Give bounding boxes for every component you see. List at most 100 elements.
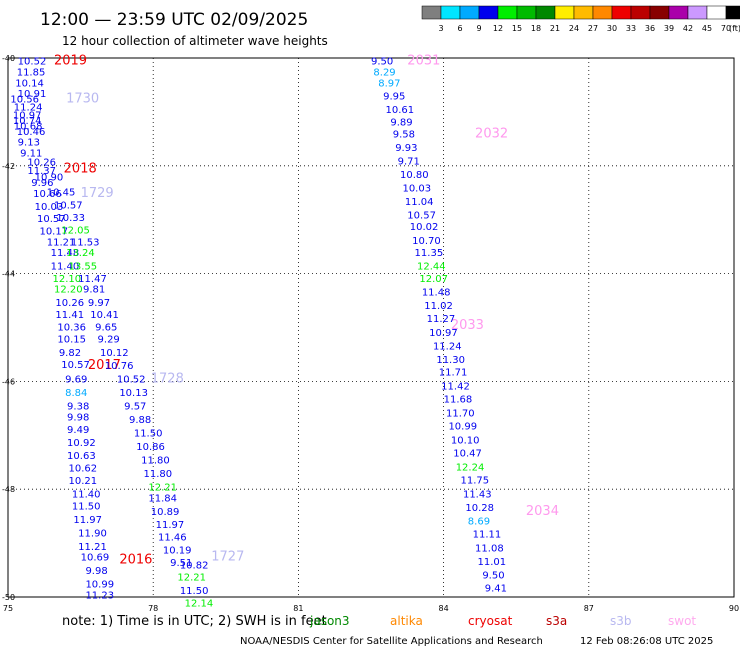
wave-height-label: 10.52 <box>18 57 47 68</box>
wave-height-label: 9.50 <box>482 570 504 581</box>
wave-height-label: 9.13 <box>18 138 40 149</box>
colorbar-label: 24 <box>569 24 579 33</box>
wave-height-label: 11.27 <box>427 314 456 325</box>
wave-height-label: 10.19 <box>163 546 192 557</box>
wave-height-label: 10.57 <box>54 201 83 212</box>
wave-height-label: 12.21 <box>148 483 177 494</box>
wave-height-label: 9.41 <box>485 583 507 594</box>
wave-height-label: 10.97 <box>429 328 458 339</box>
track-label: 1727 <box>211 550 244 565</box>
wave-height-label: 12.21 <box>177 573 206 584</box>
wave-height-label: 10.26 <box>55 298 84 309</box>
wave-height-label: 10.33 <box>56 213 85 224</box>
wave-height-label: 10.99 <box>448 422 477 433</box>
wave-height-label: 9.11 <box>20 148 42 159</box>
wave-height-label: 9.58 <box>393 129 415 140</box>
wave-height-label: 8.69 <box>468 516 490 527</box>
colorbar-swatch <box>706 5 727 20</box>
colorbar-swatch <box>478 5 499 20</box>
wave-height-label: 10.52 <box>117 375 146 386</box>
colorbar-swatch <box>725 5 740 20</box>
wave-height-label: 9.98 <box>67 412 89 423</box>
wave-height-label: 10.03 <box>402 183 431 194</box>
x-tick-label: 87 <box>584 604 594 613</box>
wave-height-label: 12.24 <box>456 463 485 474</box>
satellite-legend-swot: swot <box>668 614 696 628</box>
wave-height-label: 8.29 <box>373 67 395 78</box>
colorbar-swatch <box>668 5 689 20</box>
wave-height-label: 11.21 <box>78 542 107 553</box>
wave-height-label: 11.37 <box>27 166 56 177</box>
track-label: 2032 <box>475 126 508 141</box>
wave-height-label: 11.71 <box>439 368 468 379</box>
wave-height-label: 12.07 <box>419 274 448 285</box>
wave-height-label: 11.02 <box>424 301 453 312</box>
wave-height-label: 10.10 <box>451 436 480 447</box>
wave-height-label: 10.02 <box>410 222 439 233</box>
colorbar-swatch <box>611 5 632 20</box>
wave-height-label: 12.05 <box>61 225 90 236</box>
wave-height-label: 11.48 <box>422 287 451 298</box>
grid <box>8 58 734 597</box>
wave-height-label: 11.97 <box>73 515 102 526</box>
satellite-legend-s3a: s3a <box>546 614 567 628</box>
colorbar-label: 15 <box>512 24 522 33</box>
wave-height-label: 10.36 <box>57 322 86 333</box>
colorbar-swatch <box>687 5 708 20</box>
footer-credit: NOAA/NESDIS Center for Satellite Applica… <box>240 636 543 647</box>
x-tick-label: 75 <box>3 604 13 613</box>
wave-height-label: 10.91 <box>18 89 47 100</box>
track-labels: 2019 1730 2018 1729 2017 1728 2016 1727 2031 2032… <box>54 54 559 568</box>
wave-height-label: 13.55 <box>69 262 98 273</box>
colorbar-swatch <box>592 5 613 20</box>
wave-height-label: 10.61 <box>386 105 415 116</box>
wave-height-label: 10.45 <box>47 188 76 199</box>
colorbar-swatch <box>630 5 651 20</box>
wave-height-label: 11.24 <box>14 103 43 114</box>
y-tick-label: -50 <box>2 593 15 602</box>
wave-height-label: 9.57 <box>124 402 146 413</box>
wave-height-label: 9.93 <box>395 143 417 154</box>
colorbar-swatch <box>516 5 537 20</box>
wave-height-label: 11.04 <box>405 197 434 208</box>
colorbar-label: 18 <box>531 24 541 33</box>
wave-height-label: 11.90 <box>78 528 107 539</box>
wave-height-label: 11.35 <box>415 248 444 259</box>
wave-height-label: 10.47 <box>453 449 482 460</box>
wave-height-label: 9.69 <box>65 375 87 386</box>
wave-height-label: 10.66 <box>33 189 62 200</box>
wave-height-label: 9.29 <box>98 334 120 345</box>
wave-height-label: 11.46 <box>158 533 187 544</box>
wave-height-label: 11.70 <box>446 409 475 420</box>
wave-height-label: 10.89 <box>151 507 180 518</box>
wave-height-label: 11.50 <box>134 429 163 440</box>
wave-height-label: 8.97 <box>378 78 400 89</box>
colorbar-swatch <box>573 5 594 20</box>
footer-timestamp: 12 Feb 08:26:08 UTC 2025 <box>580 636 713 647</box>
colorbar-label: 42 <box>683 24 693 33</box>
wave-height-label: 10.76 <box>105 361 134 372</box>
y-tick-label: -40 <box>2 54 15 63</box>
wave-height-label: 9.50 <box>371 57 393 68</box>
wave-height-label: 10.80 <box>400 170 429 181</box>
x-tick-label: 81 <box>293 604 303 613</box>
wave-height-label: 10.90 <box>35 173 64 184</box>
wave-height-label: 8.84 <box>65 388 87 399</box>
track-label: 2017 <box>88 358 121 373</box>
x-tick-label: 84 <box>439 604 449 613</box>
wave-height-label: 11.21 <box>47 237 76 248</box>
colorbar-label: 33 <box>626 24 636 33</box>
track-label: 1729 <box>81 186 114 201</box>
wave-height-label: 10.26 <box>27 157 56 168</box>
wave-height-label: 11.23 <box>85 590 114 601</box>
colorbar-label: 21 <box>550 24 560 33</box>
wave-height-label: 11.75 <box>461 475 490 486</box>
colorbar-label: 9 <box>476 24 481 33</box>
wave-height-label: 11.41 <box>55 310 84 321</box>
wave-height-label: 10.17 <box>39 226 68 237</box>
y-tick-label: -46 <box>2 377 15 386</box>
wave-height-label: 10.63 <box>67 451 96 462</box>
y-tick-label: -44 <box>2 270 15 279</box>
satellite-legend-cryosat: cryosat <box>468 614 513 628</box>
wave-height-label: 10.57 <box>61 360 90 371</box>
